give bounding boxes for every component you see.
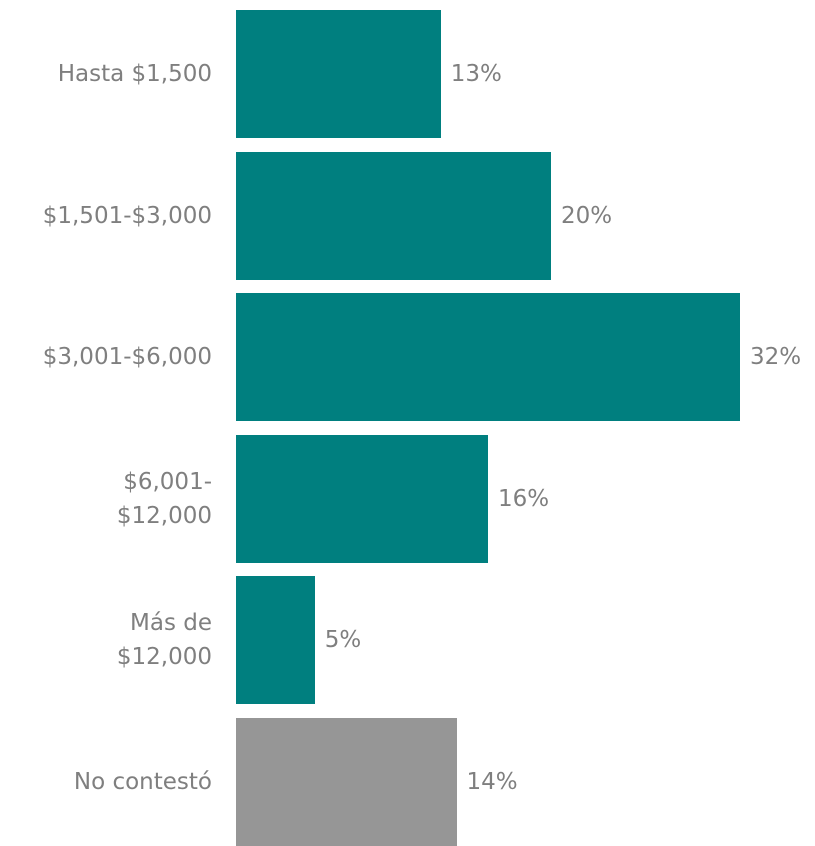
value-label: 20% [561, 202, 613, 229]
category-label: $3,001-$6,000 [42, 344, 212, 370]
bar [236, 434, 488, 563]
value-label: 5% [324, 627, 362, 653]
category-label: Hasta $1,500 [57, 61, 212, 87]
value-label: 13% [450, 61, 502, 87]
category-label: $1,501-$3,000 [42, 202, 212, 229]
bar [236, 717, 457, 846]
category-label: No contestó [73, 768, 212, 795]
bar [236, 10, 441, 138]
category-label: Más de $12,000 [116, 610, 212, 670]
bar [236, 293, 740, 421]
category-label: $6,001- $12,000 [116, 468, 212, 529]
value-label: 16% [498, 485, 550, 512]
value-label: 14% [466, 768, 518, 795]
bar [236, 151, 551, 280]
value-label: 32% [750, 344, 802, 370]
bar [236, 576, 315, 704]
